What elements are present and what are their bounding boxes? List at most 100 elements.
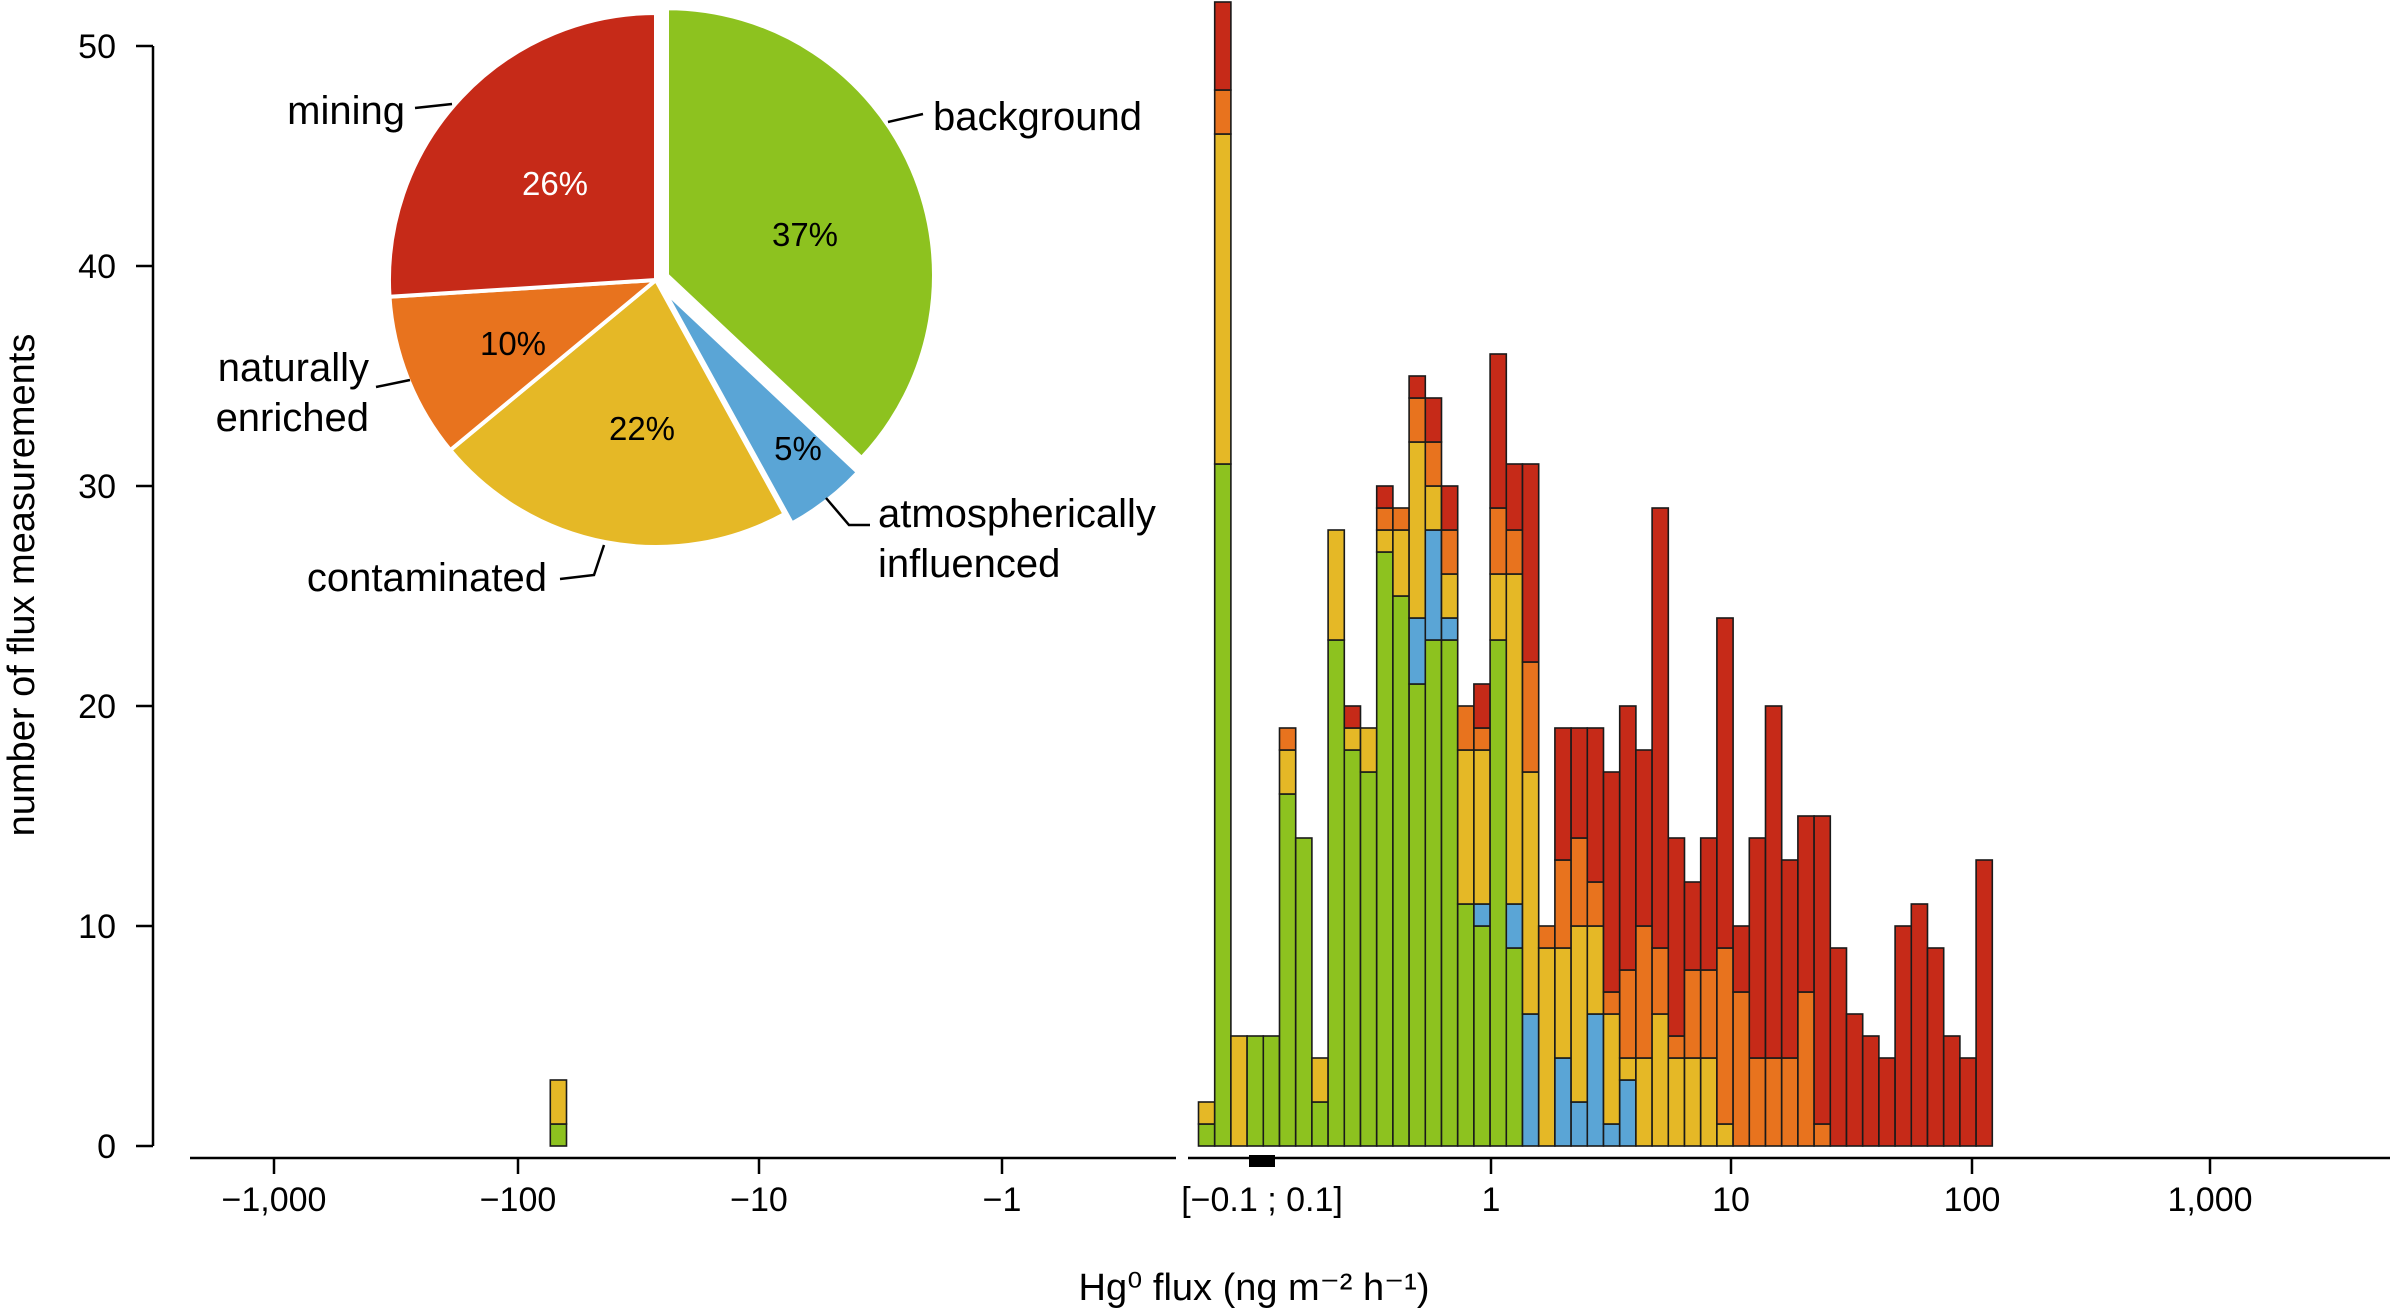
bar-segment-mining [1878, 1057, 1896, 1147]
bar-segment-contaminated [1392, 529, 1410, 597]
bar-segment-background [1213, 463, 1232, 1147]
bar-segment-naturally-enriched [1813, 1123, 1832, 1147]
bar-segment-mining [1829, 947, 1848, 1147]
bar-segment-mining [1716, 617, 1734, 949]
bar-segment-background [1311, 1101, 1329, 1147]
bar-segment-atmospherically-influenced [1521, 1013, 1540, 1147]
bar-segment-contaminated [1618, 1057, 1637, 1081]
bar-segment-contaminated [1586, 925, 1605, 1015]
bar-segment-mining [1975, 859, 1994, 1147]
bar-segment-mining [1505, 463, 1524, 531]
bar-segment-contaminated [1311, 1057, 1329, 1103]
bar-segment-naturally-enriched [1489, 507, 1508, 575]
pie-leader-line [375, 378, 411, 389]
bar-segment-mining [1635, 749, 1653, 927]
bar-segment-naturally-enriched [1392, 507, 1410, 531]
bar-segment-background [1327, 639, 1346, 1147]
inset-pie-chart: 37% 5% 22% 10% 26% mining background naturally e… [216, 6, 1156, 600]
pie-percent-label: 10% [480, 325, 546, 362]
bar-segment-contaminated [1473, 749, 1491, 905]
bar-segment-contaminated [1197, 1101, 1216, 1125]
x-tick-label: 1 [1482, 1181, 1501, 1219]
y-tick-label: 40 [78, 248, 116, 286]
y-tick-label: 10 [78, 908, 116, 946]
bar-segment-mining [1440, 485, 1459, 531]
bar-segment-atmospherically-influenced [1424, 529, 1443, 641]
pie-category-label: background [933, 95, 1142, 139]
bar-segment-naturally-enriched [1554, 859, 1572, 949]
bar-segment-contaminated [1505, 573, 1524, 905]
pie-percent-label: 5% [774, 430, 822, 467]
x-tick-label: −1,000 [222, 1181, 327, 1219]
bar-segment-atmospherically-influenced [1570, 1101, 1589, 1147]
bar-segment-atmospherically-influenced [1618, 1079, 1637, 1147]
x-tick-label: −1 [983, 1181, 1022, 1219]
bar-segment-mining [1424, 397, 1443, 443]
x-zero-band-marker [1249, 1155, 1275, 1167]
bar-segment-mining [1570, 727, 1589, 839]
x-tick-label: 100 [1944, 1181, 2001, 1219]
x-tick-label: −10 [730, 1181, 788, 1219]
bar-segment-contaminated [1651, 1013, 1670, 1147]
y-tick-label: 0 [97, 1128, 116, 1166]
y-tick-label: 50 [78, 28, 116, 66]
bar-segment-naturally-enriched [1440, 529, 1459, 575]
bar-segment-naturally-enriched [1667, 1035, 1686, 1059]
bar-segment-mining [1521, 463, 1540, 663]
bar-segment-contaminated [1456, 749, 1475, 905]
bar-segment-naturally-enriched [1424, 441, 1443, 487]
bar-segment-mining [1375, 485, 1394, 509]
bar-segment-contaminated [1230, 1035, 1248, 1147]
bar-segment-mining [1861, 1035, 1880, 1147]
bar-segment-naturally-enriched [1651, 947, 1670, 1015]
bar-segment-contaminated [1213, 133, 1232, 465]
bar-segment-mining [1213, 1, 1232, 91]
x-axis-title: Hg⁰ flux (ng m⁻² h⁻¹) [1079, 1267, 1430, 1309]
bar-segment-naturally-enriched [1408, 397, 1427, 443]
bar-segment-naturally-enriched [1797, 991, 1815, 1147]
bar-segment-mining [1813, 815, 1832, 1125]
bar-segment-naturally-enriched [1278, 727, 1297, 751]
x-tick-label: [−0.1 ; 0.1] [1181, 1181, 1343, 1219]
pie-slice-contaminated [447, 276, 788, 549]
bar-segment-background [1343, 749, 1362, 1147]
bar-segment-naturally-enriched [1602, 991, 1621, 1015]
bar-segment-contaminated [1424, 485, 1443, 531]
bar-segment-mining [1489, 353, 1508, 509]
pie-percent-label: 22% [609, 410, 675, 447]
bar-segment-naturally-enriched [1780, 1057, 1799, 1147]
bar-segment-naturally-enriched [1699, 969, 1718, 1059]
bar-segment-contaminated [1537, 947, 1556, 1147]
bar-segment-naturally-enriched [1748, 1057, 1767, 1147]
y-tick-label: 30 [78, 468, 116, 506]
pie-category-label: influenced [878, 542, 1060, 586]
bar-segment-contaminated [549, 1079, 568, 1125]
bar-segment-naturally-enriched [1635, 925, 1653, 1059]
bar-segment-contaminated [1359, 727, 1378, 773]
bar-segment-atmospherically-influenced [1602, 1123, 1621, 1147]
y-axis-title: number of flux measurements [1, 334, 43, 837]
bar-segment-background [1473, 925, 1491, 1147]
bar-segment-mining [1910, 903, 1929, 1147]
bar-segment-naturally-enriched [1521, 661, 1540, 773]
bar-segment-background [1246, 1035, 1265, 1147]
bar-segment-background [1392, 595, 1410, 1147]
bar-segment-background [1278, 793, 1297, 1147]
bar-segment-background [1424, 639, 1443, 1147]
pie-category-label: atmospherically [878, 492, 1156, 536]
bar-segment-mining [1748, 837, 1767, 1059]
bar-segment-contaminated [1408, 441, 1427, 619]
bar-segment-mining [1797, 815, 1815, 993]
y-tick-label: 20 [78, 688, 116, 726]
bar-segment-background [1359, 771, 1378, 1147]
bar-segment-contaminated [1667, 1057, 1686, 1147]
bar-segment-naturally-enriched [1473, 727, 1491, 751]
bar-segment-contaminated [1635, 1057, 1653, 1147]
bar-segment-contaminated [1602, 1013, 1621, 1125]
bar-segment-contaminated [1440, 573, 1459, 619]
bar-segment-atmospherically-influenced [1586, 1013, 1605, 1147]
bar-segment-background [1456, 903, 1475, 1147]
bar-segment-background [549, 1123, 568, 1147]
pie-category-label: enriched [216, 396, 369, 440]
pie-slice-naturally-enriched [387, 277, 663, 454]
